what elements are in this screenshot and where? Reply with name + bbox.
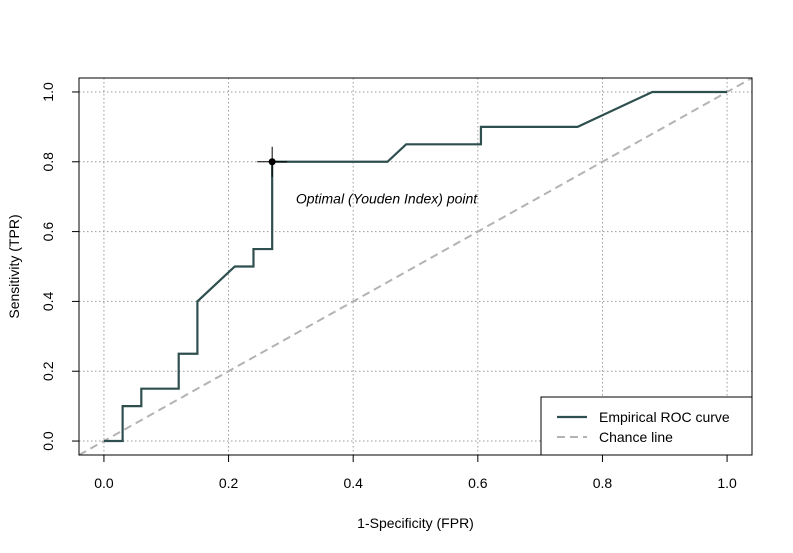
legend-roc-label: Empirical ROC curve [599, 409, 730, 425]
roc-curve [103, 90, 728, 443]
x-tick-label-4: 0.8 [593, 475, 613, 491]
y-tick-label-2: 0.4 [40, 291, 56, 311]
x-axis: 0.0 0.2 0.4 0.6 0.8 1.0 [94, 454, 737, 491]
x-tick-label-2: 0.4 [343, 475, 363, 491]
y-tick-label-3: 0.6 [40, 222, 56, 242]
grid [79, 78, 752, 455]
y-tick-label-0: 0.0 [40, 431, 56, 451]
optimal-point [268, 158, 276, 166]
x-axis-title: 1-Specificity (FPR) [357, 515, 474, 531]
x-tick-label-5: 1.0 [717, 475, 737, 491]
y-tick-label-4: 0.8 [40, 152, 56, 172]
legend: Empirical ROC curve Chance line [540, 396, 753, 456]
x-tick-label-1: 0.2 [219, 475, 239, 491]
optimal-point-annotation: Optimal (Youden Index) point [296, 190, 478, 206]
y-tick-label-1: 0.2 [40, 361, 56, 381]
y-axis: 0.0 0.2 0.4 0.6 0.8 1.0 [40, 82, 80, 451]
legend-box [540, 396, 753, 456]
chance-line [78, 77, 753, 456]
x-tick-label-0: 0.0 [94, 475, 114, 491]
x-tick-label-3: 0.6 [468, 475, 488, 491]
legend-chance-label: Chance line [599, 429, 673, 445]
y-axis-title: Sensitivity (TPR) [6, 214, 22, 318]
y-tick-label-5: 1.0 [40, 82, 56, 102]
optimal-point-marker [257, 146, 288, 177]
